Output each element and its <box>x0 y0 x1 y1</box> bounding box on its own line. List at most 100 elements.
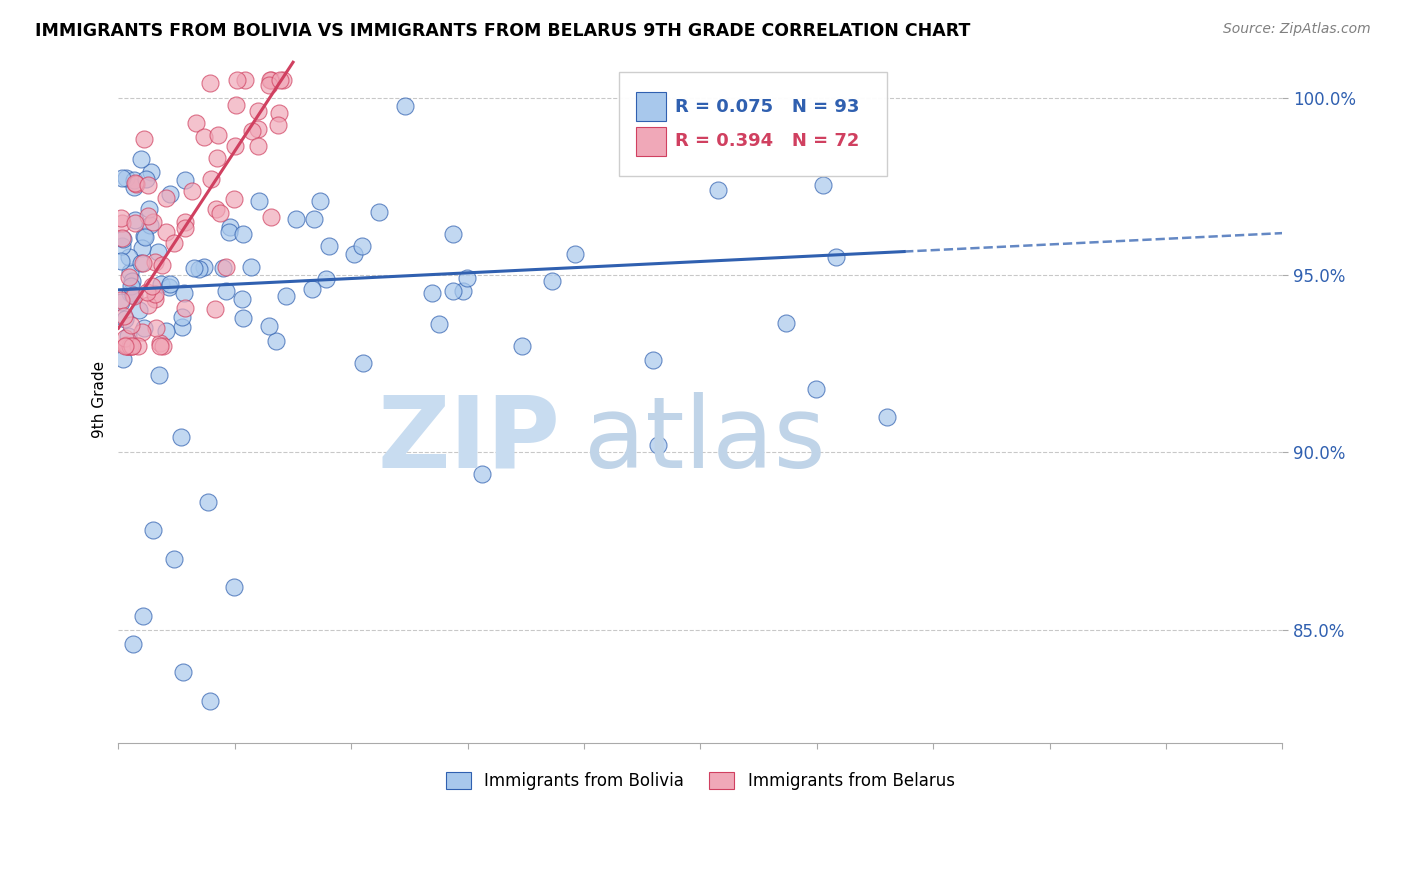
Point <box>120 286 142 301</box>
Point <box>218 226 240 240</box>
Point <box>266 118 288 132</box>
Point <box>121 279 143 293</box>
Point <box>143 287 166 301</box>
Point <box>274 288 297 302</box>
Point <box>232 311 254 326</box>
Point <box>134 230 156 244</box>
Point <box>110 254 132 268</box>
Point <box>131 241 153 255</box>
Point <box>115 338 138 352</box>
Point <box>368 205 391 219</box>
Point <box>259 73 281 87</box>
Text: R = 0.075   N = 93: R = 0.075 N = 93 <box>675 98 859 116</box>
Point <box>117 339 139 353</box>
Point <box>707 183 730 197</box>
Point <box>145 321 167 335</box>
Point <box>247 104 270 119</box>
Point <box>269 73 291 87</box>
Point <box>143 292 166 306</box>
Point <box>131 608 153 623</box>
Point <box>152 339 174 353</box>
Point <box>269 105 291 120</box>
Point <box>170 430 193 444</box>
Point <box>128 303 150 318</box>
Point <box>138 202 160 216</box>
Point <box>174 301 197 315</box>
Point <box>174 221 197 235</box>
Point <box>129 256 152 270</box>
Point <box>114 171 136 186</box>
Point <box>207 128 229 142</box>
Point <box>111 231 134 245</box>
Point <box>146 244 169 259</box>
Point <box>118 250 141 264</box>
Point <box>135 285 157 299</box>
Point <box>456 271 478 285</box>
Point <box>132 321 155 335</box>
Point <box>138 209 160 223</box>
Point <box>205 151 228 165</box>
Point <box>141 278 163 293</box>
Point <box>510 339 533 353</box>
Point <box>824 250 846 264</box>
Point <box>139 218 162 232</box>
Point <box>775 316 797 330</box>
Text: R = 0.394   N = 72: R = 0.394 N = 72 <box>675 132 859 150</box>
Point <box>225 98 247 112</box>
FancyBboxPatch shape <box>619 72 887 176</box>
Point <box>121 288 143 302</box>
FancyBboxPatch shape <box>637 92 665 121</box>
Point <box>232 227 254 242</box>
Point <box>200 172 222 186</box>
Point <box>183 260 205 275</box>
Point <box>259 78 281 93</box>
Point <box>114 339 136 353</box>
Point <box>112 232 135 246</box>
Point <box>125 177 148 191</box>
Point <box>285 211 308 226</box>
Point <box>118 269 141 284</box>
Point <box>132 132 155 146</box>
Point <box>180 184 202 198</box>
Point <box>205 202 228 217</box>
Point <box>247 194 270 209</box>
Point <box>222 580 245 594</box>
Point <box>187 262 209 277</box>
Point <box>343 247 366 261</box>
Point <box>811 178 834 192</box>
Point <box>111 351 134 366</box>
Point <box>247 139 270 153</box>
Point <box>111 216 134 230</box>
Point <box>127 339 149 353</box>
Point <box>218 219 240 234</box>
Point <box>200 694 222 708</box>
Point <box>264 334 287 349</box>
Point <box>159 277 181 292</box>
Point <box>117 329 139 343</box>
Point <box>148 368 170 382</box>
Point <box>352 356 374 370</box>
Point <box>304 211 326 226</box>
Point <box>111 171 134 186</box>
Point <box>271 73 294 87</box>
Point <box>200 76 222 90</box>
Point <box>120 318 142 332</box>
Point <box>211 261 233 276</box>
Point <box>136 298 159 312</box>
Point <box>149 277 172 292</box>
Point <box>641 352 664 367</box>
Point <box>239 260 262 275</box>
Point <box>209 205 232 219</box>
Point <box>204 302 226 317</box>
Point <box>806 382 828 396</box>
Point <box>564 246 586 260</box>
Point <box>155 324 177 338</box>
Point <box>193 129 215 144</box>
Point <box>451 285 474 299</box>
Point <box>157 279 180 293</box>
Point <box>149 339 172 353</box>
Point <box>141 165 163 179</box>
Point <box>231 293 253 307</box>
Point <box>224 192 246 206</box>
Point <box>246 121 269 136</box>
